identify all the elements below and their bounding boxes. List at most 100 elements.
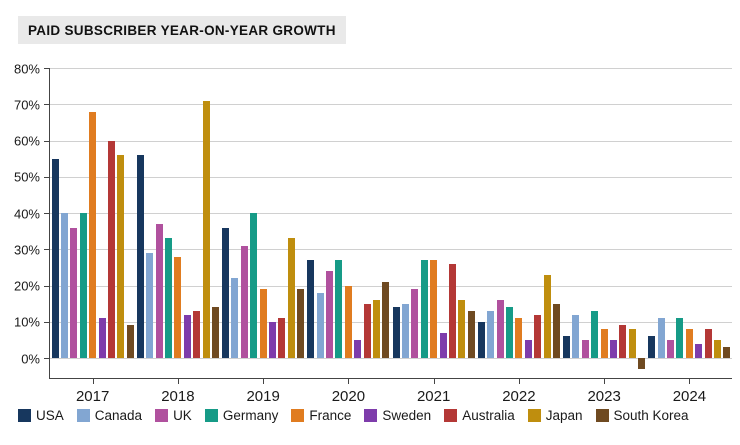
y-tick-label: 40% [13, 206, 40, 222]
y-tick-label: 60% [13, 133, 40, 149]
bar [89, 111, 97, 359]
bar [363, 303, 371, 359]
legend-label: Australia [462, 408, 515, 423]
bar [458, 300, 466, 359]
bar [278, 318, 286, 359]
year-group [135, 68, 220, 378]
gridline [50, 321, 732, 323]
y-tick [44, 213, 49, 215]
bar [487, 310, 495, 359]
bar [326, 271, 334, 359]
bar [146, 252, 154, 359]
bar [269, 321, 277, 359]
bar [448, 263, 456, 359]
x-tick-label: 2023 [587, 388, 621, 405]
legend-swatch-icon [291, 409, 305, 422]
x-tick [263, 379, 265, 384]
legend-label: UK [173, 408, 192, 423]
bar [638, 358, 646, 369]
bar [676, 318, 684, 359]
bar [307, 260, 315, 359]
year-group [306, 68, 391, 378]
gridline [50, 104, 732, 106]
y-tick-label: 30% [13, 242, 40, 258]
bar [704, 329, 712, 359]
x-tick [689, 379, 691, 384]
bar [222, 227, 230, 359]
bar [581, 339, 589, 359]
legend-item: USA [18, 408, 64, 423]
bar [600, 329, 608, 359]
y-tick-label: 20% [13, 278, 40, 294]
bar [667, 339, 675, 359]
bar [316, 292, 324, 359]
legend-swatch-icon [76, 409, 90, 422]
bar [628, 329, 636, 359]
bar [723, 347, 731, 359]
gridline [50, 68, 732, 69]
x-tick [433, 379, 435, 384]
y-tick [44, 358, 49, 360]
bar [467, 310, 475, 359]
x-tick-label: 2019 [246, 388, 280, 405]
bar [401, 303, 409, 359]
y-axis-line [49, 68, 50, 378]
y-tick-label: 0% [21, 351, 40, 367]
y-tick [44, 104, 49, 106]
gridline [50, 358, 732, 360]
legend-item: UK [155, 408, 192, 423]
legend-swatch-icon [364, 409, 378, 422]
bar [155, 223, 163, 359]
legend-label: Sweden [382, 408, 432, 423]
bar [563, 336, 571, 359]
bar [79, 213, 87, 359]
legend-swatch-icon [444, 409, 458, 422]
bar [240, 245, 248, 359]
legend-item: Australia [444, 408, 515, 423]
bar [259, 289, 267, 359]
bar [496, 300, 504, 359]
legend-item: Japan [527, 408, 583, 423]
x-tick [604, 379, 606, 384]
legend: USA Canada UK Germany France Sweden Australia J… [18, 408, 689, 423]
legend-item: Sweden [364, 408, 431, 423]
legend-swatch-icon [204, 409, 218, 422]
bar [335, 260, 343, 359]
bar [515, 318, 523, 359]
x-tick-label: 2020 [331, 388, 366, 405]
legend-label: Canada [94, 408, 143, 423]
y-tick [44, 321, 49, 323]
bar [60, 213, 68, 359]
y-tick [44, 140, 49, 142]
y-tick [44, 285, 49, 287]
bar [373, 300, 381, 359]
bar [107, 140, 115, 359]
y-tick [44, 68, 49, 69]
year-group [562, 68, 647, 378]
legend-swatch-icon [155, 409, 169, 422]
gridline [50, 213, 732, 215]
bar [505, 307, 513, 359]
bar [572, 314, 580, 359]
year-group [647, 68, 732, 378]
bar [610, 339, 618, 359]
bar [552, 303, 560, 359]
legend-item: South Korea [595, 408, 689, 423]
legend-swatch-icon [527, 409, 541, 422]
bar [648, 336, 656, 359]
bar [392, 307, 400, 359]
x-tick [177, 379, 179, 384]
y-tick-label: 10% [13, 314, 40, 330]
year-group [50, 68, 135, 378]
x-tick-label: 2022 [502, 388, 536, 405]
x-tick [348, 379, 350, 384]
bar [439, 332, 447, 359]
bar [619, 325, 627, 359]
bar [534, 314, 542, 359]
gridline [50, 285, 732, 287]
legend-label: Germany [222, 408, 279, 423]
legend-label: Japan [545, 408, 583, 423]
legend-item: Canada [76, 408, 143, 423]
bar [174, 256, 182, 359]
